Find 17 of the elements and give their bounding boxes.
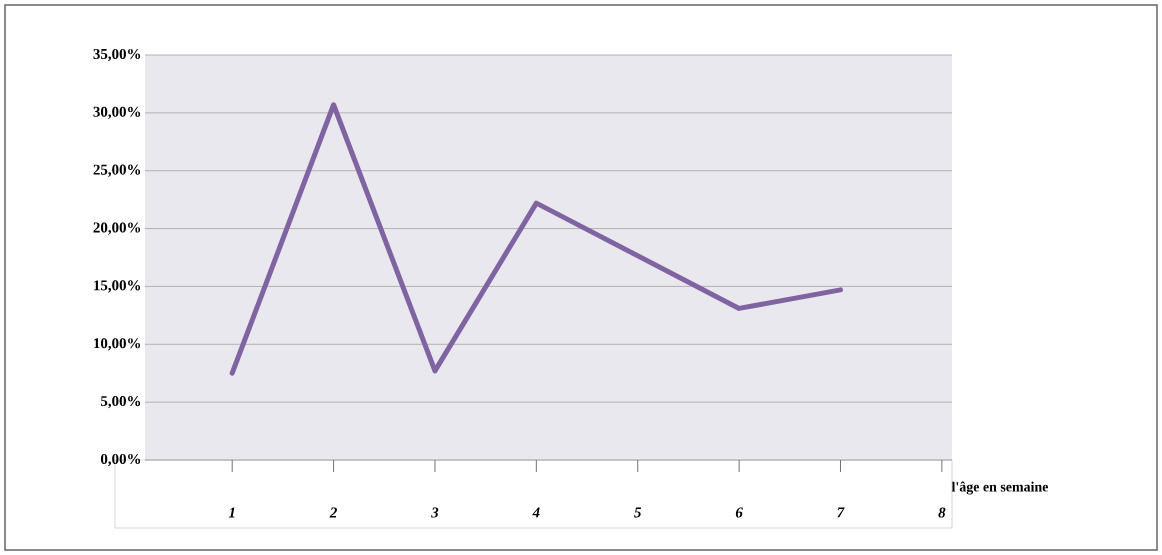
x-tick-label: 1 [228, 507, 235, 518]
x-tick-label: 7 [837, 507, 845, 518]
x-tick-label: 4 [532, 507, 540, 518]
x-tick-label: 6 [735, 507, 743, 518]
x-axis-title: l'âge en semaine [951, 481, 1049, 495]
y-tick-label: 35,00% [93, 48, 141, 62]
y-tick-label: 10,00% [94, 338, 141, 351]
x-tick-label: 3 [431, 507, 439, 518]
y-tick-label: 20,00% [93, 222, 141, 235]
y-tick-label: 15,00% [94, 280, 141, 293]
y-tick-label: 30,00% [93, 106, 141, 119]
x-tick-label: 8 [938, 507, 946, 518]
x-tick-label: 5 [634, 507, 642, 518]
y-tick-label: 5,00% [100, 396, 141, 409]
y-tick-label: 0,00% [100, 453, 141, 467]
x-tick-label: 2 [329, 507, 337, 518]
y-tick-label: 25,00% [93, 164, 141, 177]
